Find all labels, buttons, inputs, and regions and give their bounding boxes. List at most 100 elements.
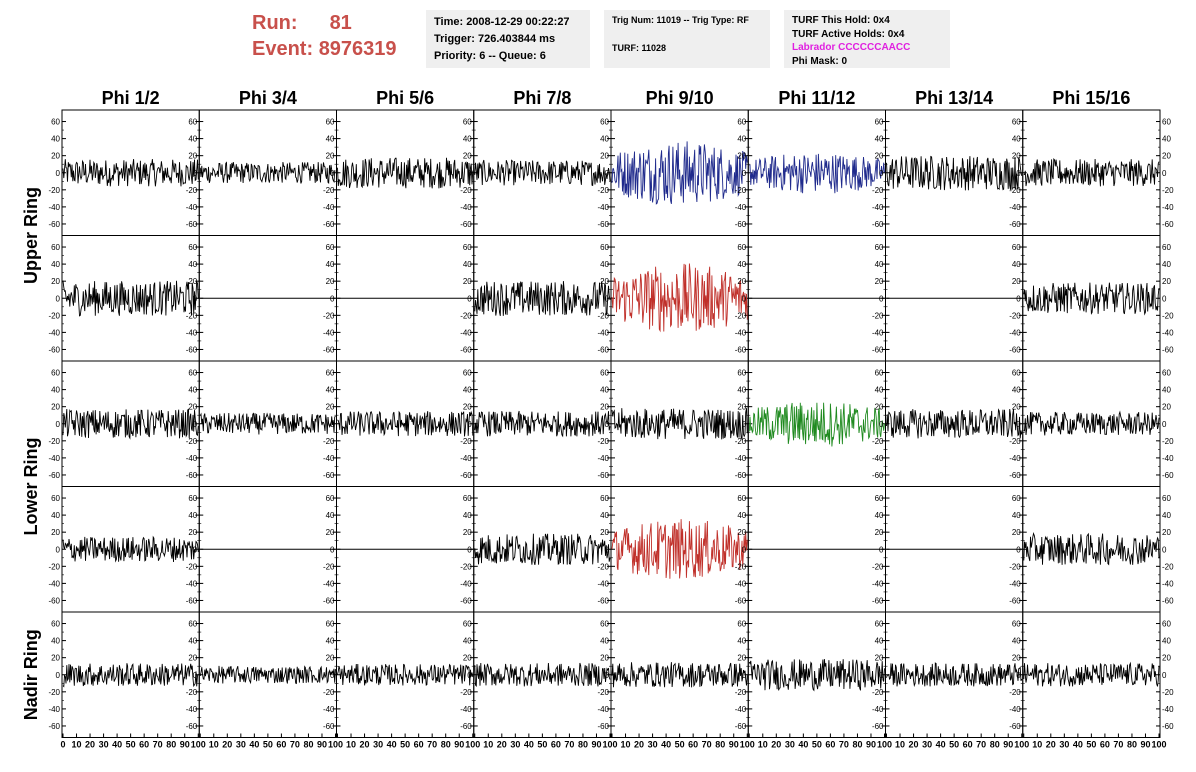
y-tick-label: 60 (1012, 243, 1021, 252)
x-tick-label: 40 (661, 740, 671, 750)
y-tick-label: -60 (186, 345, 198, 354)
waveform-trace (62, 663, 199, 688)
y-tick-label: 20 (875, 152, 884, 161)
y-tick-label: 20 (326, 528, 335, 537)
y-tick-label: 40 (737, 511, 746, 520)
y-tick-label: -20 (323, 688, 335, 697)
y-tick-label: 60 (737, 494, 746, 503)
y-tick-label: -60 (48, 471, 60, 480)
x-tick-label: 100 (740, 740, 755, 750)
y-tick-label: 20 (1162, 528, 1171, 537)
y-tick-label: -60 (872, 220, 884, 229)
y-tick-label: -20 (1162, 437, 1174, 446)
y-tick-label: -40 (597, 328, 609, 337)
y-tick-label: 20 (463, 403, 472, 412)
waveform-panel: 60 40 20 0 -20 -40 -60 (597, 486, 749, 613)
y-tick-label: 40 (600, 260, 609, 269)
y-tick-label: 40 (875, 386, 884, 395)
y-tick-label: -40 (460, 579, 472, 588)
y-tick-label: 0 (605, 169, 610, 178)
x-tick-label: 50 (1086, 740, 1096, 750)
y-tick-label: 0 (467, 671, 472, 680)
y-tick-label: -60 (1162, 471, 1174, 480)
x-tick-label: 90 (1003, 740, 1013, 750)
y-tick-label: -20 (48, 311, 60, 320)
y-tick-label: -60 (872, 345, 884, 354)
y-tick-label: 60 (875, 118, 884, 127)
y-tick-label: 0 (330, 545, 335, 554)
y-tick-label: -20 (460, 562, 472, 571)
y-tick-label: 40 (188, 386, 197, 395)
y-tick-label: -20 (460, 437, 472, 446)
waveform-panel: 60 40 20 0 -20 -40 -60 (872, 486, 1024, 613)
y-tick-label: 40 (737, 386, 746, 395)
y-tick-label: -40 (872, 579, 884, 588)
y-tick-label: 40 (1162, 511, 1171, 520)
y-tick-label: -40 (597, 579, 609, 588)
y-tick-label: -60 (735, 596, 747, 605)
waveform-panel: 60 40 20 0 -20 -40 -60 (872, 360, 1024, 487)
waveform-trace (199, 161, 336, 185)
x-tick-label: 10 (346, 740, 356, 750)
y-tick-label: -20 (460, 186, 472, 195)
y-tick-label: -20 (597, 562, 609, 571)
y-tick-label: 20 (326, 654, 335, 663)
y-tick-label: -40 (323, 705, 335, 714)
y-tick-label: 0 (879, 420, 884, 429)
column-header: Phi 13/14 (915, 88, 993, 108)
y-tick-label: 20 (463, 152, 472, 161)
waveform-trace (199, 665, 336, 685)
y-tick-label: -60 (48, 220, 60, 229)
x-tick-label: 60 (139, 740, 149, 750)
y-tick-label: 20 (1162, 152, 1171, 161)
waveform-trace (337, 410, 474, 437)
x-tick-label: 80 (441, 740, 451, 750)
waveform-panel: 60 40 20 0 -20 -40 -60 (597, 360, 749, 487)
y-tick-label: -20 (1162, 311, 1174, 320)
x-tick-label: 80 (715, 740, 725, 750)
y-tick-label: 0 (56, 294, 61, 303)
column-header: Phi 5/6 (376, 88, 434, 108)
x-tick-label: 20 (771, 740, 781, 750)
y-tick-label: 40 (326, 135, 335, 144)
y-tick-label: -40 (48, 454, 60, 463)
waveform-trace (337, 663, 474, 686)
y-tick-label: -60 (1162, 345, 1174, 354)
y-tick-label: 60 (188, 494, 197, 503)
column-header: Phi 9/10 (646, 88, 714, 108)
y-tick-label: 60 (326, 243, 335, 252)
column-header: Phi 15/16 (1052, 88, 1130, 108)
y-tick-label: -60 (1162, 220, 1174, 229)
waveform-trace (474, 662, 611, 687)
x-tick-label: 20 (1046, 740, 1056, 750)
y-tick-label: -40 (186, 454, 198, 463)
run-row: Run: 81 (252, 10, 422, 36)
y-tick-label: -60 (597, 345, 609, 354)
y-tick-label: 60 (1162, 118, 1171, 127)
y-tick-label: 60 (1012, 620, 1021, 629)
y-tick-label: -40 (460, 705, 472, 714)
y-tick-label: 20 (875, 277, 884, 286)
y-tick-label: -20 (872, 688, 884, 697)
x-tick-label: 100 (328, 740, 343, 750)
y-tick-label: 20 (600, 528, 609, 537)
waveform-trace (62, 280, 199, 317)
x-tick-label: 50 (263, 740, 273, 750)
waveform-trace (886, 662, 1023, 688)
x-tick-label: 70 (427, 740, 437, 750)
y-tick-label: 0 (467, 420, 472, 429)
y-tick-label: -60 (323, 596, 335, 605)
y-tick-label: -20 (872, 186, 884, 195)
y-tick-label: 20 (1162, 277, 1171, 286)
x-tick-label: 50 (400, 740, 410, 750)
y-tick-label: 60 (326, 620, 335, 629)
y-tick-label: -60 (597, 220, 609, 229)
y-tick-label: 20 (737, 654, 746, 663)
y-tick-label: -40 (186, 579, 198, 588)
y-tick-label: -60 (597, 722, 609, 731)
y-tick-label: -20 (872, 562, 884, 571)
y-tick-label: 20 (737, 277, 746, 286)
y-tick-label: 40 (188, 511, 197, 520)
